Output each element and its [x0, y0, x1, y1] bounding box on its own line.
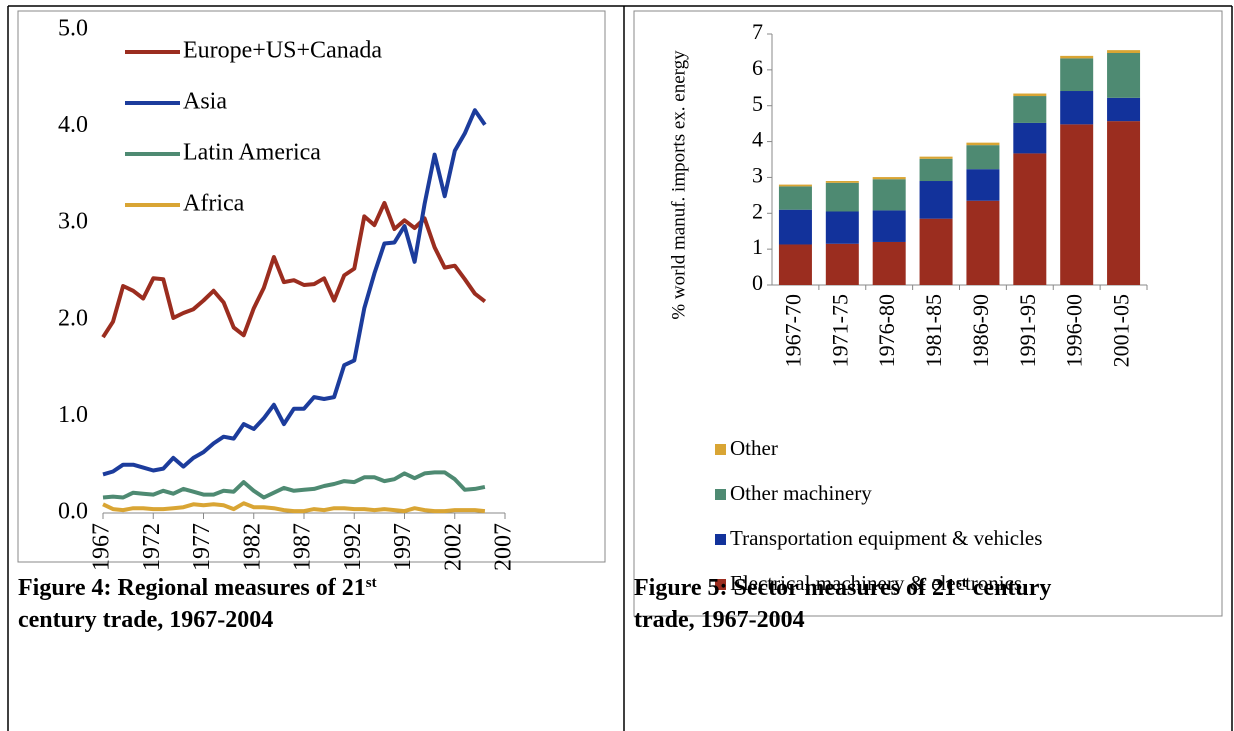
bar-segment [966, 169, 1000, 201]
x-tick-label: 1967-70 [780, 294, 805, 367]
bar-segment [825, 243, 859, 285]
bar-segment [1060, 58, 1094, 92]
y-tick-label: 1.0 [58, 402, 88, 428]
bar-segment [919, 181, 953, 219]
bar-segment [919, 158, 953, 182]
legend-label: Other machinery [730, 481, 872, 505]
caption-text: trade, 1967-2004 [634, 607, 805, 633]
x-tick-label: 2001-05 [1109, 294, 1134, 367]
figure-caption: Figure 5: Sector measures of 21st centur… [634, 575, 1051, 601]
figure-caption: Figure 4: Regional measures of 21st [18, 575, 377, 601]
bar-segment [825, 181, 859, 183]
caption-text: Figure 5: Sector measures of 21 [634, 575, 956, 601]
figure-caption: century trade, 1967-2004 [18, 607, 273, 633]
y-tick-label: 6 [752, 55, 763, 80]
bar-segment [1060, 124, 1094, 285]
bar-segment [872, 210, 906, 242]
legend-swatch [715, 579, 726, 590]
caption-text: century trade, 1967-2004 [18, 607, 273, 633]
x-tick-label: 1982 [239, 523, 265, 571]
x-tick-label: 1992 [340, 523, 366, 571]
legend-label: Transportation equipment & vehicles [730, 526, 1042, 550]
line-series [102, 470, 486, 500]
bar-segment [1013, 153, 1047, 285]
x-tick-label: 2002 [440, 523, 466, 571]
y-tick-label: 7 [752, 19, 763, 44]
bar-segment [872, 179, 906, 211]
caption-text: century [967, 575, 1052, 601]
legend-label: Europe+US+Canada [183, 38, 382, 64]
legend-swatch [715, 534, 726, 545]
bar-segment [872, 241, 906, 285]
bar-segment [919, 156, 953, 159]
y-tick-label: 0.0 [58, 499, 88, 525]
x-tick-label: 1967 [89, 523, 115, 571]
bar-segment [778, 244, 812, 285]
x-tick-label: 1981-85 [921, 294, 946, 367]
y-tick-label: 5.0 [58, 16, 88, 42]
legend-label: Latin America [183, 140, 321, 166]
legend-label: Electrical machinery & electronics [730, 571, 1022, 595]
x-tick-label: 1987 [290, 523, 316, 571]
line-series [102, 501, 486, 514]
y-tick-label: 4 [752, 127, 763, 152]
bar-segment [966, 145, 1000, 170]
y-tick-label: 2 [752, 198, 763, 223]
figure-caption: trade, 1967-2004 [634, 607, 805, 633]
bar-segment [919, 218, 953, 285]
legend-swatch [715, 444, 726, 455]
y-tick-label: 3.0 [58, 209, 88, 235]
bar-segment [872, 177, 906, 180]
bar-segment [825, 211, 859, 244]
bar-segment [1107, 50, 1141, 54]
bar-segment [966, 200, 1000, 285]
legend-label: Other [730, 436, 778, 460]
x-tick-label: 1972 [139, 523, 165, 571]
bar-segment [825, 182, 859, 212]
bar-segment [1107, 53, 1141, 98]
y-tick-label: 5 [752, 91, 763, 116]
superscript: st [366, 575, 377, 591]
x-tick-label: 1971-75 [827, 294, 852, 367]
bar-segment [1107, 121, 1141, 285]
bar-segment [1060, 55, 1094, 59]
y-tick-label: 3 [752, 162, 763, 187]
x-tick-label: 1977 [189, 523, 215, 571]
legend-label: Asia [183, 89, 227, 115]
superscript: st [956, 575, 967, 591]
line-series [102, 108, 487, 477]
bar-segment [1013, 96, 1047, 123]
bar-segment [1107, 97, 1141, 122]
x-tick-label: 1996-00 [1062, 294, 1087, 367]
bar-segment [1060, 91, 1094, 125]
bar-segment [778, 209, 812, 245]
bar-segment [1013, 93, 1047, 97]
bar-segment [966, 142, 1000, 146]
y-tick-label: 4.0 [58, 112, 88, 138]
x-tick-label: 1976-80 [874, 294, 899, 367]
legend-label: Africa [183, 191, 245, 217]
line-series [101, 200, 487, 339]
y-tick-label: 0 [752, 270, 763, 295]
caption-text: Figure 4: Regional measures of 21 [18, 575, 366, 601]
x-tick-label: 1986-90 [968, 294, 993, 367]
bar-segment [778, 186, 812, 210]
chart-frame [17, 10, 606, 563]
y-tick-label: 1 [752, 234, 763, 259]
bar-segment [778, 184, 812, 187]
chart-frame [633, 10, 1223, 617]
bar-segment [1013, 122, 1047, 154]
y-axis-title: % world manuf. imports ex. energy [668, 50, 689, 320]
legend-swatch [715, 489, 726, 500]
x-tick-label: 2007 [491, 523, 517, 571]
x-tick-label: 1991-95 [1015, 294, 1040, 367]
y-tick-label: 2.0 [58, 305, 88, 331]
x-tick-label: 1997 [390, 523, 416, 571]
